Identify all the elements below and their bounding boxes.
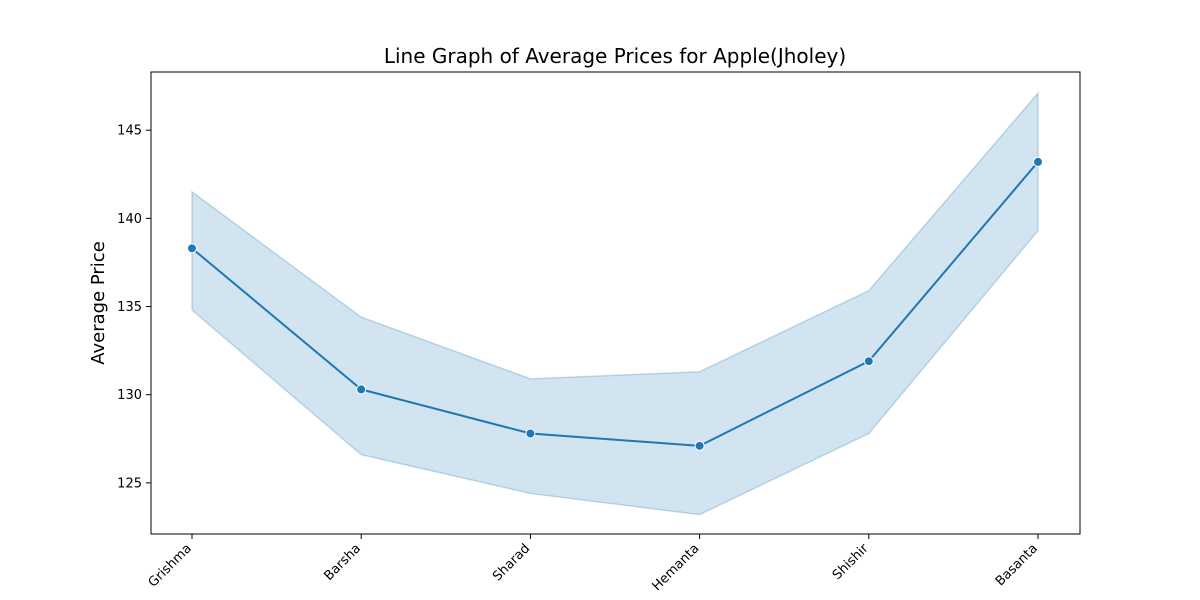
x-tick-label: Hemanta xyxy=(650,541,703,594)
data-point xyxy=(356,384,367,395)
x-tick-label: Grishma xyxy=(146,541,195,590)
y-tick-label: 135 xyxy=(117,300,142,315)
y-tick-label: 125 xyxy=(117,476,142,491)
x-tick-label: Shishir xyxy=(830,541,872,583)
data-point xyxy=(525,428,536,439)
y-axis-label: Average Price xyxy=(88,241,109,365)
x-tick-label: Barsha xyxy=(321,541,364,584)
x-tick-label: Basanta xyxy=(993,541,1041,589)
data-point xyxy=(187,243,197,254)
data-point xyxy=(1033,156,1043,167)
plot-frame xyxy=(150,71,1081,535)
y-tick-label: 130 xyxy=(117,388,142,403)
series-line xyxy=(191,161,1039,447)
y-tick-label: 140 xyxy=(117,212,142,227)
x-tick-label: Sharad xyxy=(490,541,533,584)
y-tick-label: 145 xyxy=(117,124,142,139)
data-point xyxy=(694,440,705,451)
confidence-band xyxy=(191,91,1039,516)
data-point xyxy=(863,356,874,367)
plot-area xyxy=(187,91,1043,516)
chart-title: Line Graph of Average Prices for Apple(J… xyxy=(384,44,846,68)
